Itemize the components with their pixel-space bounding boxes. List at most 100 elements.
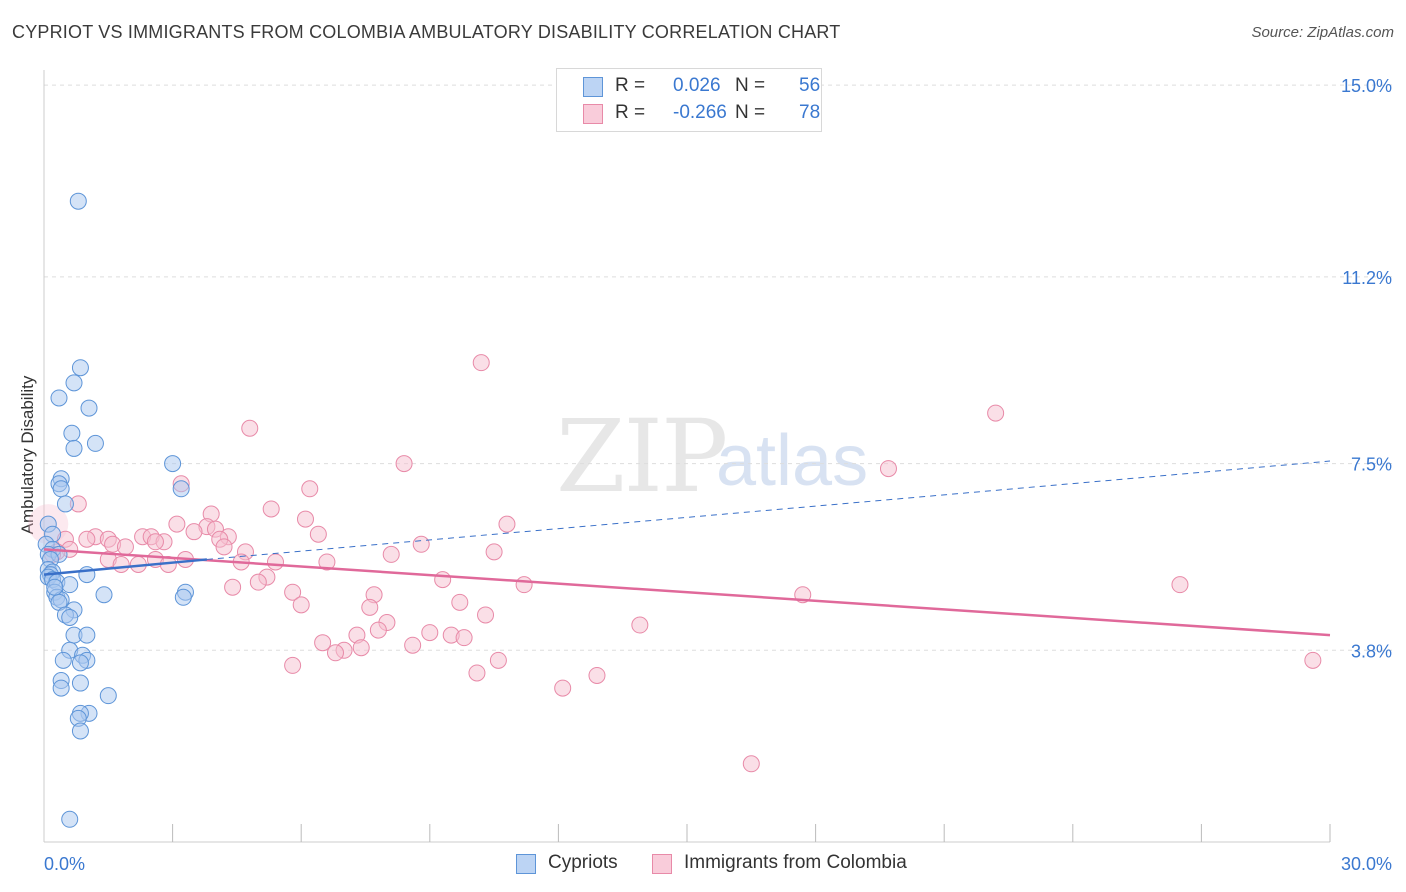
- colombia-point: [215, 538, 233, 556]
- colombia-point: [266, 553, 284, 571]
- colombia-point: [434, 571, 452, 589]
- cypriot-point: [174, 588, 192, 606]
- cypriot-point: [63, 424, 81, 442]
- colombia-point: [146, 533, 164, 551]
- cypriot-point: [54, 651, 72, 669]
- cypriot-point: [61, 810, 79, 828]
- cypriot-point: [56, 495, 74, 513]
- cypriot-point: [65, 439, 83, 457]
- colombia-point: [489, 651, 507, 669]
- colombia-point: [468, 664, 486, 682]
- cypriot-point: [99, 687, 117, 705]
- legend-swatch-blue: [516, 854, 536, 874]
- cypriot-point: [65, 374, 83, 392]
- colombia-point: [116, 538, 134, 556]
- cypriot-point: [80, 399, 98, 417]
- colombia-point: [554, 679, 572, 697]
- colombia-point: [185, 523, 203, 541]
- cypriot-point: [69, 192, 87, 210]
- colombia-point: [404, 636, 422, 654]
- colombia-point: [352, 639, 370, 657]
- colombia-point: [879, 460, 897, 478]
- cypriot-point: [52, 480, 70, 498]
- legend-swatch-pink: [652, 854, 672, 874]
- legend-swatch-pink: [583, 104, 603, 124]
- colombia-point: [318, 553, 336, 571]
- colombia-point: [112, 555, 130, 573]
- colombia-point: [1304, 651, 1322, 669]
- cypriot-point: [78, 626, 96, 644]
- colombia-point: [326, 644, 344, 662]
- colombia-point: [1171, 576, 1189, 594]
- colombia-point: [361, 598, 379, 616]
- colombia-point: [472, 354, 490, 372]
- cypriot-point: [52, 679, 70, 697]
- legend-label-colombia: Immigrants from Colombia: [684, 852, 907, 873]
- cypriot-trend-extension: [206, 460, 1331, 560]
- cypriot-point: [61, 608, 79, 626]
- legend-label-cypriots: Cypriots: [548, 852, 618, 873]
- legend-swatch-blue: [583, 77, 603, 97]
- y-tick-label: 7.5%: [1351, 455, 1392, 475]
- colombia-point: [742, 755, 760, 773]
- cypriot-point: [86, 434, 104, 452]
- colombia-point: [421, 624, 439, 642]
- cypriot-point: [71, 674, 89, 692]
- colombia-point: [412, 535, 430, 553]
- legend-r-value: 0.026: [673, 75, 721, 96]
- cypriot-point: [50, 389, 68, 407]
- colombia-point: [382, 545, 400, 563]
- colombia-point: [455, 629, 473, 647]
- legend-r-label: R =: [615, 75, 646, 96]
- colombia-point: [301, 480, 319, 498]
- chart-title: CYPRIOT VS IMMIGRANTS FROM COLOMBIA AMBU…: [12, 22, 841, 42]
- colombia-point: [284, 656, 302, 674]
- y-tick-label: 3.8%: [1351, 641, 1392, 661]
- cypriot-point: [61, 576, 79, 594]
- colombia-point: [477, 606, 495, 624]
- colombia-point: [515, 576, 533, 594]
- correlation-legend: R = 0.026 N = 56 R = -0.266 N = 78: [556, 68, 822, 132]
- x-tick-label-min: 0.0%: [44, 854, 85, 874]
- x-tick-label-max: 30.0%: [1341, 854, 1392, 874]
- colombia-trend-line: [43, 548, 1331, 637]
- colombia-point: [241, 419, 259, 437]
- colombia-point: [314, 634, 332, 652]
- cypriot-point: [71, 654, 89, 672]
- colombia-point: [168, 515, 186, 533]
- colombia-point: [369, 621, 387, 639]
- watermark-zip: ZIP: [556, 398, 728, 515]
- watermark-atlas: atlas: [716, 421, 869, 501]
- legend-n-label: N =: [735, 102, 766, 123]
- cypriot-point: [71, 722, 89, 740]
- legend-r-label: R =: [615, 102, 646, 123]
- y-tick-label: 15.0%: [1341, 76, 1392, 96]
- cypriot-point: [95, 586, 113, 604]
- colombia-point: [292, 596, 310, 614]
- cypriot-point: [164, 455, 182, 473]
- legend-n-value: 56: [799, 75, 821, 96]
- legend-n-label: N =: [735, 75, 766, 96]
- colombia-point: [284, 583, 302, 601]
- colombia-point: [631, 616, 649, 634]
- colombia-point: [485, 543, 503, 561]
- cypriot-point: [71, 359, 89, 377]
- cypriot-trend-line: [43, 558, 208, 576]
- cypriot-point: [46, 578, 64, 596]
- source-label: Source: ZipAtlas.com: [1251, 24, 1394, 41]
- y-tick-label: 11.2%: [1342, 268, 1392, 288]
- colombia-point: [395, 455, 413, 473]
- cypriot-point: [172, 480, 190, 498]
- colombia-point: [262, 500, 280, 518]
- colombia-point: [249, 573, 267, 591]
- legend-r-value: -0.266: [673, 102, 727, 123]
- colombia-point: [296, 510, 314, 528]
- colombia-point: [498, 515, 516, 533]
- colombia-point: [987, 404, 1005, 422]
- colombia-point: [588, 666, 606, 684]
- colombia-point: [224, 578, 242, 596]
- colombia-point: [451, 593, 469, 611]
- colombia-point: [309, 525, 327, 543]
- legend-n-value: 78: [799, 102, 821, 123]
